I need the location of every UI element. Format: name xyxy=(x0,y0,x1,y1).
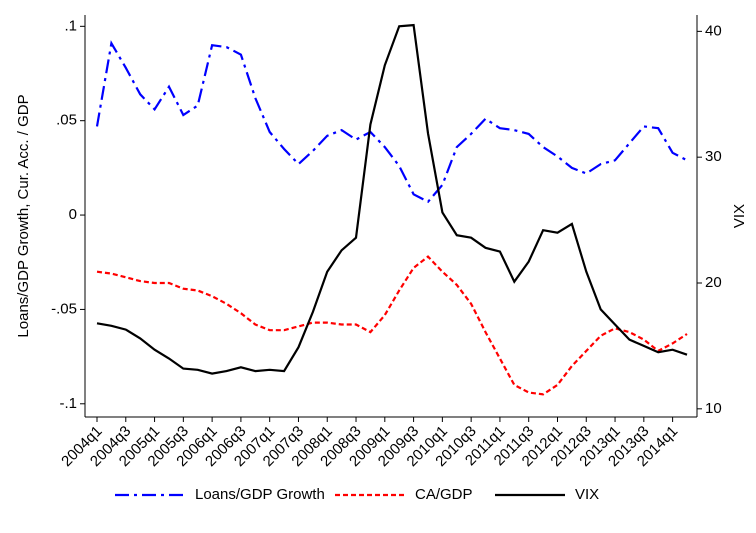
series-line xyxy=(96,23,688,375)
legend-label: CA/GDP xyxy=(415,486,473,503)
y-tick-label: .05 xyxy=(56,112,77,129)
y2-tick-label: 40 xyxy=(705,22,722,39)
legend-label: Loans/GDP Growth xyxy=(195,486,325,503)
series-line xyxy=(95,40,688,204)
y-tick-label: 0 xyxy=(69,206,77,223)
y-tick-label: .1 xyxy=(64,17,77,34)
y-axis-label: Loans/GDP Growth, Cur. Acc. / GDP xyxy=(15,94,32,337)
legend-label: VIX xyxy=(575,486,599,503)
y2-tick-label: 30 xyxy=(705,148,722,165)
y-tick-label: -.1 xyxy=(59,395,77,412)
y2-tick-label: 20 xyxy=(705,274,722,291)
series-line xyxy=(96,255,688,396)
y2-axis-label: VIX xyxy=(731,204,748,228)
y2-tick-label: 10 xyxy=(705,400,722,417)
y-tick-label: -.05 xyxy=(51,300,77,317)
